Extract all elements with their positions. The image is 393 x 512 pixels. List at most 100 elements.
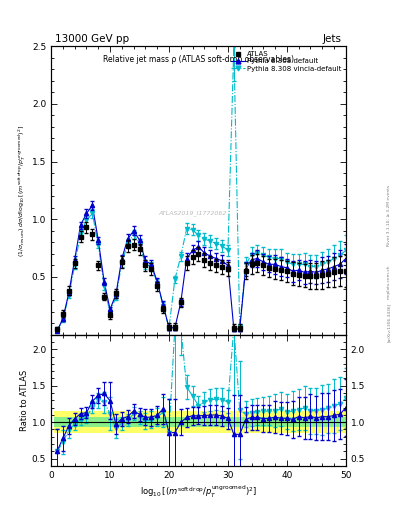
- Bar: [72, 411, 78, 433]
- Bar: [160, 417, 166, 428]
- Bar: [308, 411, 314, 433]
- Bar: [255, 417, 261, 428]
- Bar: [172, 411, 178, 433]
- Bar: [213, 417, 219, 428]
- Bar: [107, 411, 113, 433]
- Bar: [325, 417, 331, 428]
- Y-axis label: Ratio to ATLAS: Ratio to ATLAS: [20, 370, 29, 431]
- Bar: [208, 411, 213, 433]
- Bar: [284, 417, 290, 428]
- Bar: [113, 411, 119, 433]
- Bar: [272, 411, 278, 433]
- Bar: [231, 411, 237, 433]
- Bar: [208, 417, 213, 428]
- Bar: [84, 411, 90, 433]
- Bar: [125, 411, 131, 433]
- Bar: [196, 411, 202, 433]
- Bar: [137, 411, 143, 433]
- Bar: [343, 417, 349, 428]
- Bar: [278, 417, 284, 428]
- Bar: [90, 417, 95, 428]
- Legend: ATLAS, Pythia 8.308 default, Pythia 8.308 vincia-default: ATLAS, Pythia 8.308 default, Pythia 8.30…: [229, 50, 342, 73]
- Bar: [78, 411, 84, 433]
- Bar: [54, 411, 60, 433]
- Bar: [266, 411, 272, 433]
- Bar: [331, 411, 337, 433]
- Bar: [190, 417, 196, 428]
- Bar: [190, 411, 196, 433]
- Bar: [202, 411, 208, 433]
- Bar: [249, 417, 255, 428]
- Bar: [184, 417, 190, 428]
- Bar: [255, 411, 261, 433]
- Bar: [314, 417, 320, 428]
- Bar: [266, 417, 272, 428]
- Bar: [331, 417, 337, 428]
- Bar: [160, 411, 166, 433]
- Bar: [166, 417, 172, 428]
- Bar: [72, 417, 78, 428]
- Bar: [84, 417, 90, 428]
- Bar: [143, 417, 149, 428]
- Bar: [213, 411, 219, 433]
- Bar: [237, 411, 243, 433]
- Bar: [308, 417, 314, 428]
- Bar: [343, 411, 349, 433]
- Y-axis label: $(1/\sigma_{\rm resum})\;d\sigma/d\log_{10}[(m^{\rm soft\,drop}/p_T^{\rm ungroom: $(1/\sigma_{\rm resum})\;d\sigma/d\log_{…: [16, 124, 28, 257]
- Bar: [154, 411, 160, 433]
- Bar: [320, 417, 325, 428]
- Bar: [166, 411, 172, 433]
- Text: mcplots.cern.ch: mcplots.cern.ch: [387, 264, 391, 299]
- Bar: [107, 417, 113, 428]
- Bar: [261, 417, 266, 428]
- Bar: [320, 411, 325, 433]
- Text: [arXiv:1306.3436]: [arXiv:1306.3436]: [387, 303, 391, 342]
- Bar: [196, 417, 202, 428]
- Bar: [113, 417, 119, 428]
- Bar: [66, 417, 72, 428]
- Text: ATLAS2019_I1772062: ATLAS2019_I1772062: [158, 210, 227, 217]
- Bar: [60, 411, 66, 433]
- Bar: [219, 417, 225, 428]
- Bar: [95, 411, 101, 433]
- Bar: [131, 411, 137, 433]
- Text: 13000 GeV pp: 13000 GeV pp: [55, 33, 129, 44]
- Bar: [302, 411, 308, 433]
- Bar: [60, 417, 66, 428]
- Bar: [101, 411, 107, 433]
- Bar: [219, 411, 225, 433]
- Bar: [78, 417, 84, 428]
- Bar: [337, 417, 343, 428]
- Bar: [172, 417, 178, 428]
- Bar: [54, 417, 60, 428]
- Text: Rivet 3.1.10; ≥ 3.2M events: Rivet 3.1.10; ≥ 3.2M events: [387, 184, 391, 246]
- Bar: [149, 417, 154, 428]
- Bar: [119, 411, 125, 433]
- Bar: [278, 411, 284, 433]
- Bar: [95, 417, 101, 428]
- Bar: [131, 417, 137, 428]
- Bar: [137, 417, 143, 428]
- Bar: [243, 411, 249, 433]
- Bar: [231, 417, 237, 428]
- Bar: [66, 411, 72, 433]
- Bar: [302, 417, 308, 428]
- Bar: [143, 411, 149, 433]
- Bar: [184, 411, 190, 433]
- Text: Relative jet mass ρ (ATLAS soft-drop observables): Relative jet mass ρ (ATLAS soft-drop obs…: [103, 55, 294, 63]
- Bar: [225, 411, 231, 433]
- Bar: [178, 417, 184, 428]
- Bar: [225, 417, 231, 428]
- Bar: [290, 411, 296, 433]
- Bar: [154, 417, 160, 428]
- Bar: [249, 411, 255, 433]
- Bar: [325, 411, 331, 433]
- Bar: [119, 417, 125, 428]
- Bar: [296, 411, 302, 433]
- Bar: [125, 417, 131, 428]
- Bar: [272, 417, 278, 428]
- Bar: [178, 411, 184, 433]
- Bar: [337, 411, 343, 433]
- Bar: [202, 417, 208, 428]
- Bar: [296, 417, 302, 428]
